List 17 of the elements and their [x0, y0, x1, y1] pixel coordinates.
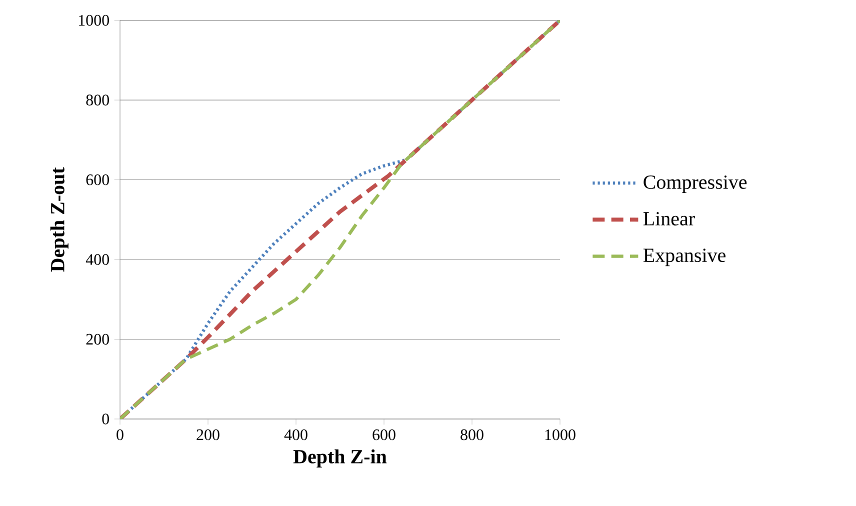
x-tick-label: 400 — [284, 429, 308, 440]
x-tick-label: 0 — [116, 429, 124, 440]
x-tick-label: 600 — [372, 429, 396, 440]
y-tick-label: 0 — [102, 414, 109, 424]
y-tick-label: 200 — [86, 334, 109, 345]
x-tick-label: 1000 — [545, 429, 576, 440]
legend-label: Compressive — [644, 175, 747, 193]
y-tick-label: 400 — [86, 254, 109, 265]
legend-label: Expansive — [643, 248, 726, 266]
x-tick-label: 800 — [460, 429, 484, 440]
x-tick-label: 200 — [196, 429, 220, 440]
legend-label: Linear — [643, 212, 695, 226]
x-axis-title: Depth Z-in — [293, 449, 387, 468]
y-tick-label: 1000 — [79, 14, 109, 26]
y-axis-title: Depth Z-out — [50, 167, 68, 272]
y-tick-label: 600 — [86, 174, 109, 186]
y-tick-label: 800 — [86, 94, 109, 106]
